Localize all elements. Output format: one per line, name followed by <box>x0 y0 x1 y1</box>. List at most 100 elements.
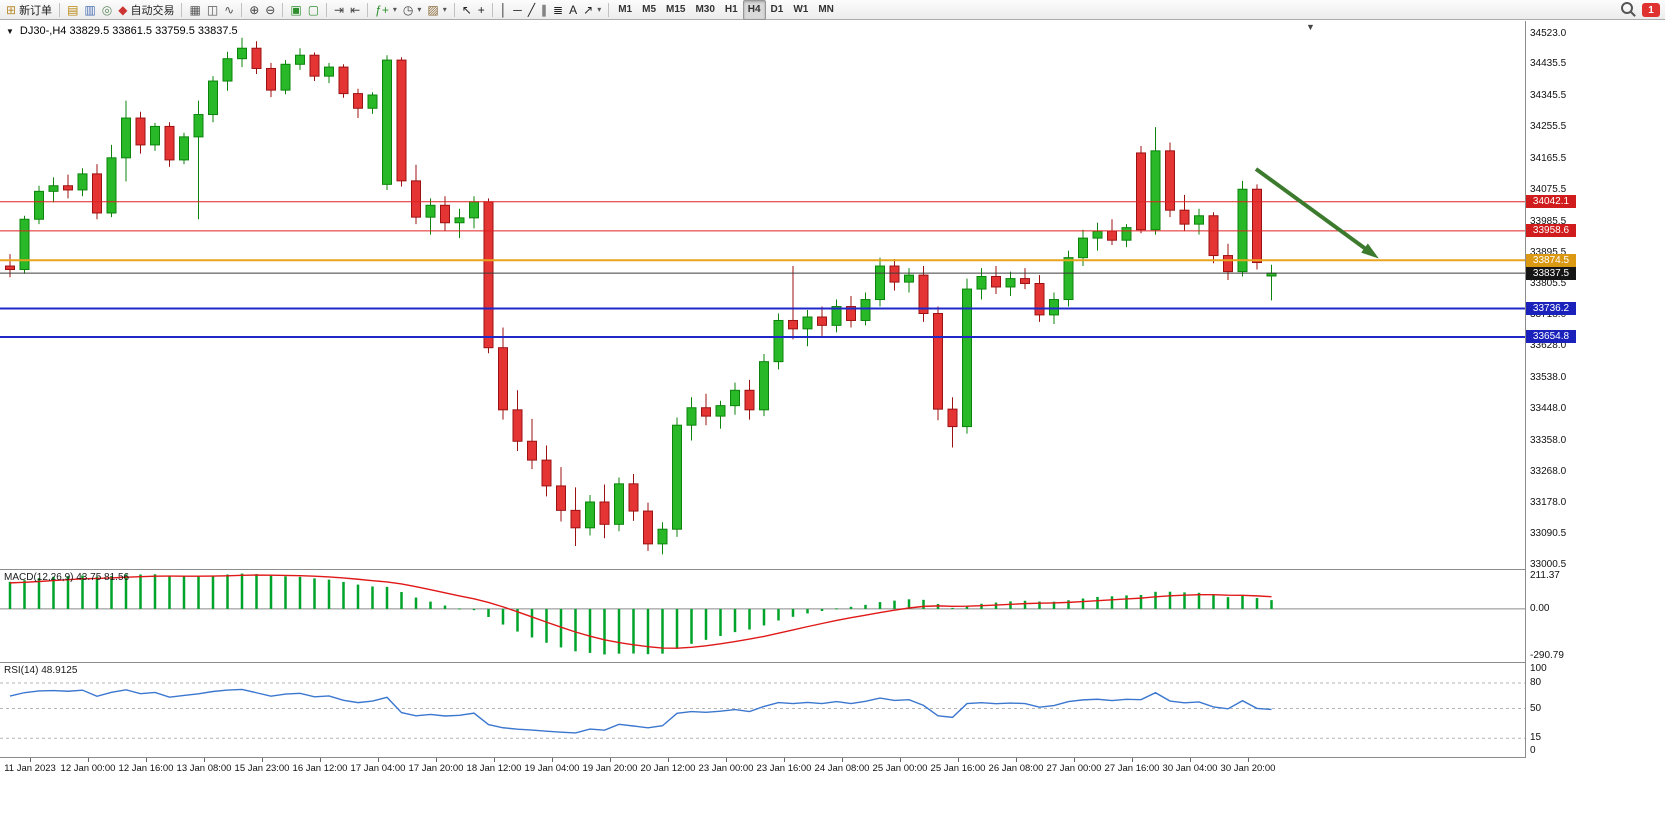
crosshair-button[interactable]: + <box>475 1 488 19</box>
tf-h1-button[interactable]: H1 <box>720 0 743 20</box>
price-tag-33874.5[interactable]: 33874.5 <box>1526 253 1576 267</box>
candle <box>106 157 117 214</box>
auto-scroll-button[interactable]: ⇥ <box>331 1 347 19</box>
tf-mn-button[interactable]: MN <box>813 0 839 20</box>
candle <box>788 319 798 330</box>
toolbar-separator <box>326 2 328 17</box>
arrows-tool-dropdown-icon[interactable]: ▾ <box>597 5 602 14</box>
cascade-windows-button[interactable]: ▢ <box>305 1 322 19</box>
candle <box>237 47 247 60</box>
candle <box>19 218 30 271</box>
time-axis-label: 23 Jan 16:00 <box>756 763 812 774</box>
templates-dropdown-icon[interactable]: ▾ <box>442 5 447 14</box>
indicators-button[interactable]: ƒ+ ▾ <box>372 1 400 19</box>
new-order-icon: ⊞ <box>6 2 17 17</box>
chart-window: ▼ DJ30-,H4 33829.5 33861.5 33759.5 33837… <box>0 21 1665 830</box>
price-axis-label: 33000.5 <box>1530 559 1567 571</box>
notification-badge[interactable]: 1 <box>1642 3 1660 17</box>
new-order-button[interactable]: ⊞ 新订单 <box>3 1 55 19</box>
tf-d1-button[interactable]: D1 <box>766 0 789 20</box>
tf-h4-button[interactable]: H4 <box>742 0 766 20</box>
market-watch-icon: ▤ <box>67 2 79 17</box>
trendline-button[interactable]: ╱ <box>525 1 538 19</box>
tf-m15-button[interactable]: M15 <box>661 0 690 20</box>
tf-w1-button[interactable]: W1 <box>788 0 813 20</box>
bar-chart-button[interactable]: ▦ <box>186 1 203 19</box>
tf-m30-button[interactable]: M30 <box>690 0 719 20</box>
macd-histogram <box>8 573 1273 655</box>
price-axis-label: 33985.5 <box>1530 215 1567 227</box>
equidistant-channel-button[interactable]: ∥ <box>538 1 550 19</box>
price-tag-33837.5[interactable]: 33837.5 <box>1526 266 1576 280</box>
time-tick <box>88 758 89 762</box>
bar-chart-icon: ▦ <box>189 2 201 17</box>
market-watch-button[interactable]: ▤ <box>64 1 81 19</box>
periods-button[interactable]: ◷ ▾ <box>400 1 425 19</box>
zoom-in-button[interactable]: ⊕ <box>246 1 262 19</box>
price-tag-34042.1[interactable]: 34042.1 <box>1526 195 1576 209</box>
rsi-canvas[interactable] <box>0 663 1525 757</box>
tile-windows-button[interactable]: ▣ <box>287 1 304 19</box>
time-axis-label: 15 Jan 23:00 <box>234 763 290 774</box>
one-click-trading-toggle-icon[interactable]: ▼ <box>6 26 14 36</box>
navigator-button[interactable]: ▥ <box>81 1 98 19</box>
fibonacci-icon: ≣ <box>553 2 564 17</box>
candle <box>92 173 102 214</box>
candle <box>1194 215 1204 225</box>
candle <box>1020 278 1030 284</box>
candlestick-chart-button[interactable]: ◫ <box>204 1 221 19</box>
price-axis-label: 33268.0 <box>1530 465 1567 477</box>
vertical-line-button[interactable]: │ <box>497 1 511 19</box>
candlestick-chart-icon: ◫ <box>206 2 219 17</box>
rsi-axis: 100 80 50 15 0 <box>1526 663 1665 757</box>
indicators-dropdown-icon[interactable]: ▾ <box>392 5 397 14</box>
tf-m5-button[interactable]: M5 <box>637 0 661 20</box>
chart-shift-marker-icon[interactable]: ▼ <box>1306 22 1315 32</box>
zoom-in-icon: ⊕ <box>249 2 260 17</box>
terminal-icon: ◎ <box>101 2 113 17</box>
time-axis-label: 12 Jan 16:00 <box>118 763 174 774</box>
time-tick <box>1132 758 1133 762</box>
horizontal-line-button[interactable]: ─ <box>510 1 525 19</box>
tf-d1-label: D1 <box>770 4 784 15</box>
periods-dropdown-icon[interactable]: ▾ <box>417 5 422 14</box>
candle <box>367 94 378 109</box>
candle <box>1049 299 1059 316</box>
main-chart-canvas[interactable] <box>0 21 1525 569</box>
zoom-out-button[interactable]: ⊖ <box>262 1 278 19</box>
search-icon[interactable] <box>1621 1 1633 19</box>
tf-m1-button[interactable]: M1 <box>613 0 637 20</box>
price-tag-33654.8[interactable]: 33654.8 <box>1526 330 1576 344</box>
macd-canvas[interactable] <box>0 570 1525 662</box>
candle <box>817 316 827 326</box>
terminal-button[interactable]: ◎ <box>99 1 115 19</box>
toolbar-separator <box>181 2 183 17</box>
tf-h1-label: H1 <box>724 4 738 15</box>
auto-trading-button[interactable]: ◆ 自动交易 <box>115 1 177 19</box>
text-label-button[interactable]: A <box>566 1 580 19</box>
price-tag-33958.6[interactable]: 33958.6 <box>1526 224 1576 238</box>
templates-button[interactable]: ▨ ▾ <box>424 1 449 19</box>
candle <box>353 93 363 109</box>
tf-mn-label: MN <box>818 4 834 15</box>
cursor-button[interactable]: ↖ <box>459 1 475 19</box>
candle <box>469 201 479 219</box>
zoom-out-icon: ⊖ <box>265 2 276 17</box>
candle <box>933 312 943 410</box>
candle <box>48 185 59 192</box>
price-axis-label: 33895.5 <box>1530 246 1567 258</box>
candle <box>266 67 276 91</box>
candlestick-series <box>5 37 1277 555</box>
line-chart-button[interactable]: ∿ <box>221 1 237 19</box>
arrows-tool-button[interactable]: ↗ ▾ <box>580 1 604 19</box>
tf-m1-label: M1 <box>618 4 633 15</box>
price-tag-33736.2[interactable]: 33736.2 <box>1526 302 1576 316</box>
fibonacci-button[interactable]: ≣ <box>550 1 566 19</box>
main-chart-panel: ▼ DJ30-,H4 33829.5 33861.5 33759.5 33837… <box>0 21 1525 570</box>
trend-arrow-annotation[interactable] <box>1254 167 1376 257</box>
candle <box>686 407 697 426</box>
time-axis-label: 12 Jan 00:00 <box>60 763 116 774</box>
chart-title-row: ▼ DJ30-,H4 33829.5 33861.5 33759.5 33837… <box>6 25 238 37</box>
chart-shift-button[interactable]: ⇤ <box>347 1 363 19</box>
time-tick <box>146 758 147 762</box>
